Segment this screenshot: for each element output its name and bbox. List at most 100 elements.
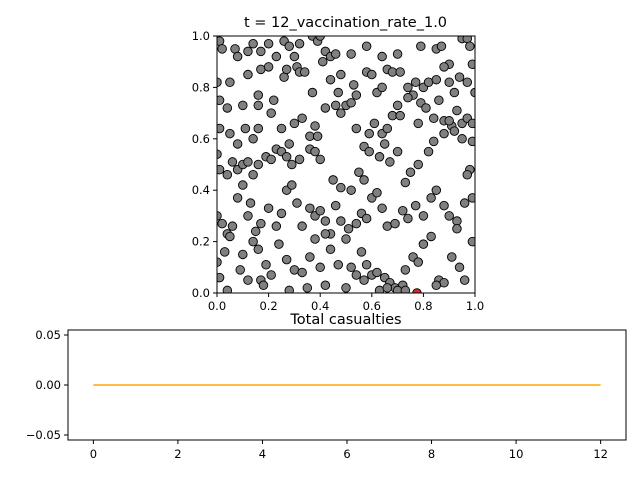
x-tick-label: 6	[343, 447, 350, 461]
healthy-point	[351, 123, 362, 134]
x-tick-label: 0.6	[363, 299, 381, 313]
healthy-point	[225, 128, 235, 139]
healthy-point	[320, 280, 331, 291]
healthy-point	[364, 146, 374, 157]
scatter-panel: t = 12_vaccination_rate_1.0 0.0 0.2 0.4 0.6…	[192, 15, 484, 313]
healthy-point	[253, 100, 264, 111]
healthy-point	[398, 206, 408, 216]
y-tick-label: 0.0	[192, 286, 210, 300]
healthy-point	[289, 51, 300, 62]
healthy-point	[263, 62, 274, 72]
healthy-point	[315, 154, 325, 165]
healthy-point	[423, 146, 434, 157]
healthy-point	[235, 265, 245, 275]
healthy-point	[222, 103, 233, 113]
healthy-point	[217, 218, 227, 229]
healthy-point	[449, 126, 460, 136]
healthy-point	[434, 95, 444, 105]
healthy-point	[428, 113, 439, 123]
healthy-point	[423, 77, 434, 88]
healthy-point	[248, 38, 258, 49]
healthy-point	[336, 182, 346, 193]
healthy-point	[418, 239, 429, 249]
healthy-point	[374, 152, 385, 162]
healthy-point	[263, 38, 274, 49]
healthy-point	[248, 236, 258, 247]
healthy-point	[284, 139, 294, 149]
x-tick-label: 0	[90, 447, 97, 461]
healthy-point	[364, 128, 374, 139]
healthy-point	[351, 270, 362, 280]
healthy-point	[287, 159, 297, 170]
healthy-point	[217, 149, 222, 159]
healthy-point	[294, 38, 305, 49]
healthy-point	[439, 200, 449, 211]
healthy-point	[382, 221, 393, 231]
healthy-point	[372, 188, 382, 198]
healthy-point	[320, 103, 331, 113]
healthy-point	[227, 221, 238, 231]
healthy-point	[232, 193, 243, 203]
x-tick-label: 0.2	[259, 299, 277, 313]
healthy-point	[276, 208, 287, 219]
scatter-x-axis: 0.0 0.2 0.4 0.6 0.8 1.0	[208, 293, 484, 313]
healthy-point	[243, 69, 253, 80]
healthy-point	[281, 64, 292, 75]
x-tick-label: 1.0	[466, 299, 484, 313]
healthy-point	[312, 131, 323, 141]
healthy-point	[361, 41, 372, 52]
healthy-point	[330, 100, 341, 111]
healthy-point	[346, 49, 356, 59]
healthy-point	[369, 118, 380, 129]
y-tick-label: 0.00	[35, 378, 61, 392]
x-tick-label: 8	[428, 447, 435, 461]
healthy-point	[222, 285, 233, 293]
healthy-point	[243, 157, 253, 167]
healthy-point	[289, 265, 300, 275]
healthy-point	[343, 223, 354, 234]
healthy-point	[379, 139, 390, 149]
healthy-point	[470, 87, 475, 98]
x-tick-label: 0.4	[311, 299, 329, 313]
healthy-point	[227, 157, 238, 167]
healthy-point	[253, 90, 264, 100]
healthy-point	[253, 123, 264, 134]
healthy-point	[428, 136, 439, 147]
healthy-point	[217, 272, 225, 283]
healthy-point	[330, 200, 341, 211]
healthy-point	[292, 198, 302, 208]
healthy-point	[336, 69, 346, 80]
y-tick-label: 0.2	[192, 235, 210, 249]
healthy-point	[426, 231, 436, 242]
healthy-point	[243, 275, 253, 285]
healthy-point	[346, 98, 356, 108]
healthy-point	[459, 198, 470, 208]
healthy-point	[431, 185, 442, 195]
healthy-point	[444, 116, 454, 126]
healthy-point	[253, 159, 264, 170]
healthy-point	[356, 247, 367, 257]
healthy-point	[315, 206, 325, 216]
healthy-point	[256, 64, 266, 75]
healthy-point	[315, 262, 325, 273]
scatter-points	[217, 36, 475, 293]
scatter-title: t = 12_vaccination_rate_1.0	[244, 15, 447, 31]
healthy-point	[284, 41, 294, 52]
healthy-point	[299, 67, 310, 77]
healthy-point	[297, 221, 307, 231]
healthy-point	[305, 252, 315, 262]
healthy-point	[377, 203, 387, 213]
healthy-point	[359, 275, 369, 285]
healthy-point	[436, 41, 447, 52]
scatter-y-axis: 0.0 0.2 0.4 0.6 0.8 1.0	[192, 29, 217, 300]
healthy-point	[426, 193, 436, 203]
healthy-point	[439, 128, 449, 139]
y-tick-label: −0.05	[26, 428, 61, 442]
healthy-point	[403, 213, 413, 224]
x-tick-label: 12	[593, 447, 608, 461]
healthy-point	[467, 59, 475, 70]
healthy-point	[310, 146, 320, 157]
healthy-point	[377, 82, 387, 93]
healthy-point	[269, 95, 279, 105]
